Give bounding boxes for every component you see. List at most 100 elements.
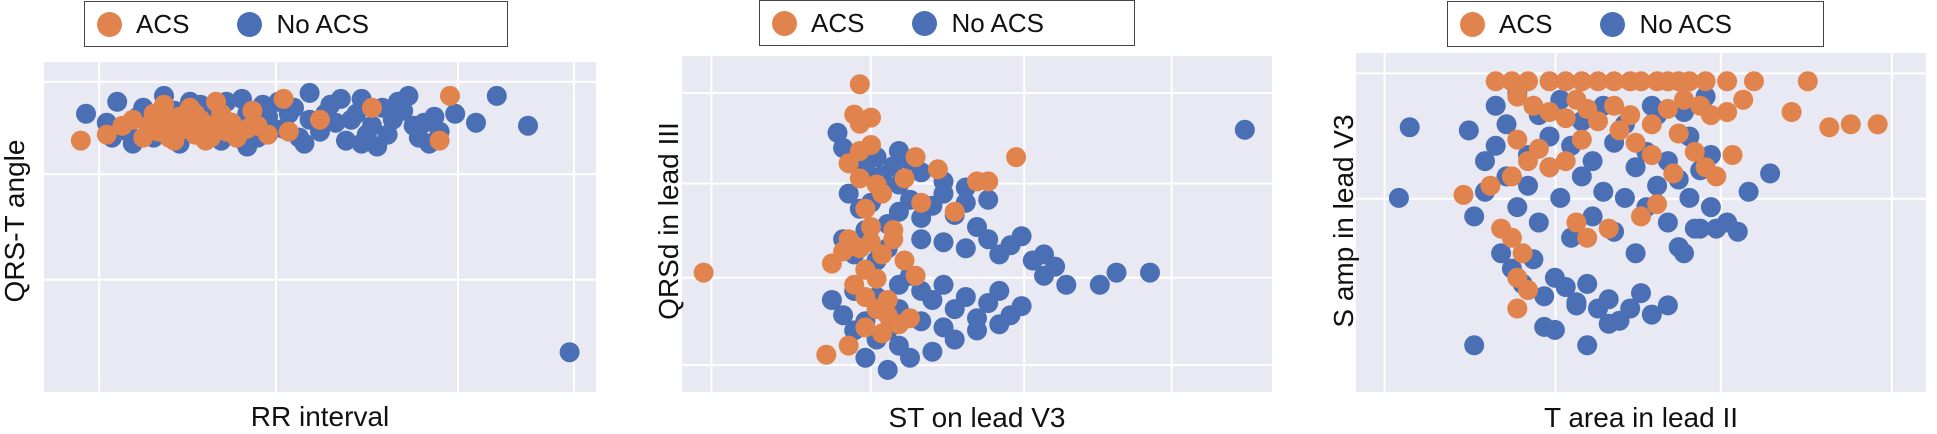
legend-swatch-acs [1460, 11, 1485, 37]
data-point-no-acs [76, 103, 96, 124]
data-point-no-acs [1598, 289, 1619, 310]
legend-label-acs: ACS [811, 7, 865, 38]
legend-item-no-acs: No ACS [1600, 9, 1732, 40]
legend-swatch-no-acs [1600, 11, 1626, 37]
data-point-acs [258, 124, 278, 145]
data-point-no-acs [1593, 181, 1614, 202]
data-point-no-acs [466, 112, 486, 133]
data-point-acs [1641, 114, 1662, 135]
data-point-acs [1657, 98, 1678, 119]
legend-1: ACS No ACS [84, 1, 508, 47]
data-point-acs [877, 290, 898, 310]
legend-label-no-acs: No ACS [951, 7, 1044, 38]
x-axis-label: T area in lead II [1543, 402, 1739, 433]
data-point-acs [1006, 147, 1027, 168]
data-point-acs [861, 135, 881, 155]
data-point-no-acs [1234, 119, 1255, 140]
data-point-no-acs [518, 115, 538, 136]
legend-swatch-no-acs [912, 10, 938, 36]
data-point-no-acs [933, 317, 954, 338]
data-point-no-acs [900, 347, 920, 368]
data-point-acs [838, 335, 859, 356]
data-point-no-acs [1011, 226, 1032, 247]
y-axis-label: QRSd in lead III [653, 122, 684, 320]
data-point-acs [1647, 194, 1668, 215]
data-point-acs [894, 250, 915, 271]
data-point-no-acs [1534, 286, 1555, 307]
data-point-no-acs [1577, 273, 1598, 294]
data-point-no-acs [933, 232, 954, 253]
data-point-acs [1668, 123, 1689, 144]
data-point-no-acs [107, 91, 128, 112]
data-point-acs [1717, 102, 1738, 122]
data-point-no-acs [1475, 151, 1495, 172]
scatter-plot-t-area-lead-ii [1356, 53, 1926, 392]
data-point-no-acs [838, 183, 859, 204]
data-point-acs [362, 97, 382, 118]
data-point-acs [978, 171, 999, 192]
data-point-acs [96, 124, 117, 145]
data-point-acs [905, 265, 926, 286]
data-point-no-acs [1657, 212, 1678, 233]
data-point-no-acs [445, 103, 466, 124]
data-point-no-acs [955, 238, 976, 259]
data-point-no-acs [341, 109, 362, 130]
data-point-acs [310, 109, 330, 130]
data-point-no-acs [336, 130, 356, 151]
data-point-acs [927, 159, 948, 180]
data-point-acs [911, 192, 932, 213]
data-point-acs [174, 109, 195, 130]
data-point-no-acs [1518, 175, 1538, 196]
data-point-acs [1819, 117, 1840, 138]
data-point-acs [70, 130, 91, 151]
scatter-plot-rr-interval [44, 62, 596, 392]
data-point-acs [861, 217, 881, 237]
data-point-no-acs [1582, 151, 1603, 172]
data-point-no-acs [978, 229, 999, 250]
data-point-no-acs [1491, 243, 1512, 264]
data-point-acs [1501, 71, 1522, 92]
data-point-acs [821, 253, 842, 274]
data-point-acs [1566, 212, 1587, 233]
legend-swatch-acs [772, 10, 797, 36]
data-point-acs [1840, 114, 1861, 135]
data-point-no-acs [559, 342, 580, 363]
data-point-no-acs [1577, 335, 1598, 356]
data-point-no-acs [1647, 175, 1668, 196]
data-point-no-acs [1674, 243, 1694, 264]
data-point-acs [1453, 184, 1474, 205]
data-point-acs [1507, 129, 1528, 150]
data-point-acs [440, 85, 460, 106]
data-point-no-acs [989, 314, 1010, 335]
legend-swatch-no-acs [237, 11, 263, 37]
data-point-acs [693, 262, 714, 283]
data-point-no-acs [1582, 206, 1603, 227]
data-point-acs [855, 198, 876, 219]
data-point-acs [1695, 71, 1716, 92]
data-point-acs [1625, 132, 1646, 153]
data-point-no-acs [821, 290, 842, 310]
legend-label-acs: ACS [136, 8, 190, 39]
data-point-acs [122, 109, 143, 130]
data-point-no-acs [1598, 313, 1619, 334]
data-point-acs [855, 317, 876, 338]
data-point-no-acs [1011, 296, 1032, 317]
data-point-acs [1480, 175, 1501, 196]
data-point-no-acs [1760, 163, 1781, 184]
data-point-no-acs [1738, 181, 1759, 202]
legend-label-no-acs: No ACS [1639, 8, 1732, 39]
data-point-acs [1518, 71, 1538, 92]
scatter-plot-st-lead-v3 [682, 56, 1272, 392]
data-point-no-acs [1625, 157, 1646, 178]
data-point-acs [1620, 105, 1641, 126]
x-axis-label: ST on lead V3 [888, 402, 1066, 433]
data-point-no-acs [1641, 304, 1662, 325]
data-point-no-acs [855, 347, 876, 368]
data-point-no-acs [911, 162, 932, 183]
data-point-acs [1507, 86, 1528, 107]
data-point-acs [1588, 71, 1608, 92]
data-point-no-acs [1700, 197, 1721, 218]
data-point-no-acs [1544, 319, 1565, 340]
data-point-acs [1571, 71, 1592, 92]
data-point-acs [273, 88, 294, 109]
